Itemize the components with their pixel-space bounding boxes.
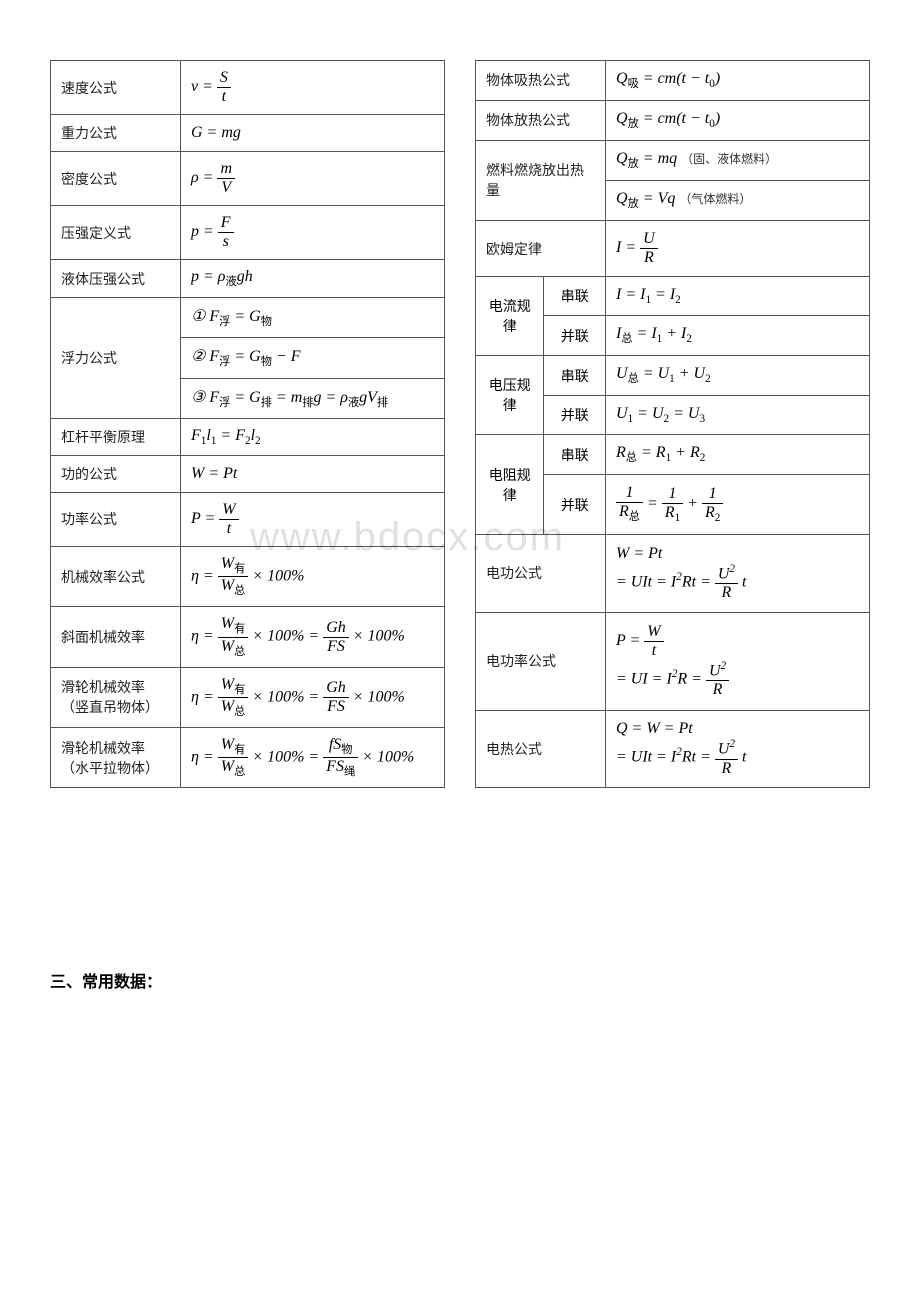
section-heading: 三、常用数据： <box>50 968 870 992</box>
formula: I = I1 = I2 <box>606 277 870 316</box>
table-row: 电功率公式 P = Wt= UI = I2R = U2R <box>476 612 870 710</box>
table-row: 电功公式 W = Pt= UIt = I2Rt = U2R t <box>476 535 870 613</box>
formula: P = Wt <box>181 492 445 546</box>
group-label: 电阻规律 <box>476 435 544 535</box>
formula: W = Pt= UIt = I2Rt = U2R t <box>606 535 870 613</box>
formula: ③ F浮 = G排 = m排g = ρ液gV排 <box>181 378 445 418</box>
formula-label: 滑轮机械效率（竖直吊物体） <box>51 667 181 727</box>
formula: U1 = U2 = U3 <box>606 396 870 435</box>
formula: F1l1 = F2l2 <box>181 418 445 455</box>
formula-label: 滑轮机械效率（水平拉物体） <box>51 728 181 788</box>
formula: p = ρ液gh <box>181 260 445 298</box>
formula-label: 密度公式 <box>51 152 181 206</box>
formula: G = mg <box>181 115 445 152</box>
formula-label: 电功公式 <box>476 535 606 613</box>
table-row: 滑轮机械效率（水平拉物体） η = W有W总 × 100% = fS物FS绳 ×… <box>51 728 445 788</box>
sub-label: 并联 <box>544 475 606 535</box>
formula: η = W有W总 × 100% <box>181 546 445 606</box>
formula: ① F浮 = G物 <box>181 298 445 338</box>
left-formula-table: 速度公式 v = St 重力公式 G = mg 密度公式 ρ = mV 压强定义… <box>50 60 445 788</box>
table-row: 压强定义式 p = Fs <box>51 206 445 260</box>
formula: R总 = R1 + R2 <box>606 435 870 475</box>
formula-label: 压强定义式 <box>51 206 181 260</box>
formula: W = Pt <box>181 455 445 492</box>
table-row: 斜面机械效率 η = W有W总 × 100% = GhFS × 100% <box>51 607 445 667</box>
group-label: 电流规律 <box>476 277 544 356</box>
formula-label: 浮力公式 <box>51 298 181 419</box>
formula-label: 功率公式 <box>51 492 181 546</box>
formula-label: 物体吸热公式 <box>476 61 606 101</box>
formula: Q放 = cm(t − t0) <box>606 100 870 140</box>
formula-label: 杠杆平衡原理 <box>51 418 181 455</box>
formula-label: 电功率公式 <box>476 612 606 710</box>
formula: Q吸 = cm(t − t0) <box>606 61 870 101</box>
formula: ② F浮 = G物 − F <box>181 338 445 378</box>
table-row: 重力公式 G = mg <box>51 115 445 152</box>
formula-label: 物体放热公式 <box>476 100 606 140</box>
table-row: 电阻规律 串联 R总 = R1 + R2 <box>476 435 870 475</box>
sub-label: 串联 <box>544 356 606 396</box>
table-row: 滑轮机械效率（竖直吊物体） η = W有W总 × 100% = GhFS × 1… <box>51 667 445 727</box>
right-formula-table: 物体吸热公式 Q吸 = cm(t − t0) 物体放热公式 Q放 = cm(t … <box>475 60 870 788</box>
formula-label: 欧姆定律 <box>476 220 606 277</box>
table-row: 浮力公式 ① F浮 = G物 <box>51 298 445 338</box>
sub-label: 并联 <box>544 316 606 356</box>
group-label: 电压规律 <box>476 356 544 435</box>
table-row: 物体吸热公式 Q吸 = cm(t − t0) <box>476 61 870 101</box>
table-row: 功率公式 P = Wt <box>51 492 445 546</box>
tables-container: www.bdocx.com 速度公式 v = St 重力公式 G = mg 密度… <box>50 60 870 788</box>
formula: v = St <box>181 61 445 115</box>
table-row: 功的公式 W = Pt <box>51 455 445 492</box>
formula: I = UR <box>606 220 870 277</box>
table-row: 电压规律 串联 U总 = U1 + U2 <box>476 356 870 396</box>
formula: p = Fs <box>181 206 445 260</box>
formula: η = W有W总 × 100% = GhFS × 100% <box>181 607 445 667</box>
formula-label: 电热公式 <box>476 710 606 788</box>
formula: η = W有W总 × 100% = GhFS × 100% <box>181 667 445 727</box>
table-row: 速度公式 v = St <box>51 61 445 115</box>
formula: ρ = mV <box>181 152 445 206</box>
formula-label: 液体压强公式 <box>51 260 181 298</box>
sub-label: 串联 <box>544 435 606 475</box>
formula: Q放 = mq （固、液体燃料） <box>606 140 870 180</box>
formula: U总 = U1 + U2 <box>606 356 870 396</box>
formula: 1R总 = 1R1 + 1R2 <box>606 475 870 535</box>
formula: η = W有W总 × 100% = fS物FS绳 × 100% <box>181 728 445 788</box>
formula: Q放 = Vq （气体燃料） <box>606 180 870 220</box>
formula-label: 重力公式 <box>51 115 181 152</box>
sub-label: 串联 <box>544 277 606 316</box>
table-row: 机械效率公式 η = W有W总 × 100% <box>51 546 445 606</box>
table-row: 燃料燃烧放出热量 Q放 = mq （固、液体燃料） <box>476 140 870 180</box>
formula-label: 斜面机械效率 <box>51 607 181 667</box>
sub-label: 并联 <box>544 396 606 435</box>
table-row: 物体放热公式 Q放 = cm(t − t0) <box>476 100 870 140</box>
formula-label: 速度公式 <box>51 61 181 115</box>
table-row: 欧姆定律 I = UR <box>476 220 870 277</box>
formula: I总 = I1 + I2 <box>606 316 870 356</box>
table-row: 电流规律 串联 I = I1 = I2 <box>476 277 870 316</box>
table-row: 杠杆平衡原理 F1l1 = F2l2 <box>51 418 445 455</box>
formula-label: 燃料燃烧放出热量 <box>476 140 606 220</box>
table-row: 液体压强公式 p = ρ液gh <box>51 260 445 298</box>
table-row: 电热公式 Q = W = Pt= UIt = I2Rt = U2R t <box>476 710 870 788</box>
formula: P = Wt= UI = I2R = U2R <box>606 612 870 710</box>
formula: Q = W = Pt= UIt = I2Rt = U2R t <box>606 710 870 788</box>
formula-label: 功的公式 <box>51 455 181 492</box>
formula-label: 机械效率公式 <box>51 546 181 606</box>
table-row: 密度公式 ρ = mV <box>51 152 445 206</box>
